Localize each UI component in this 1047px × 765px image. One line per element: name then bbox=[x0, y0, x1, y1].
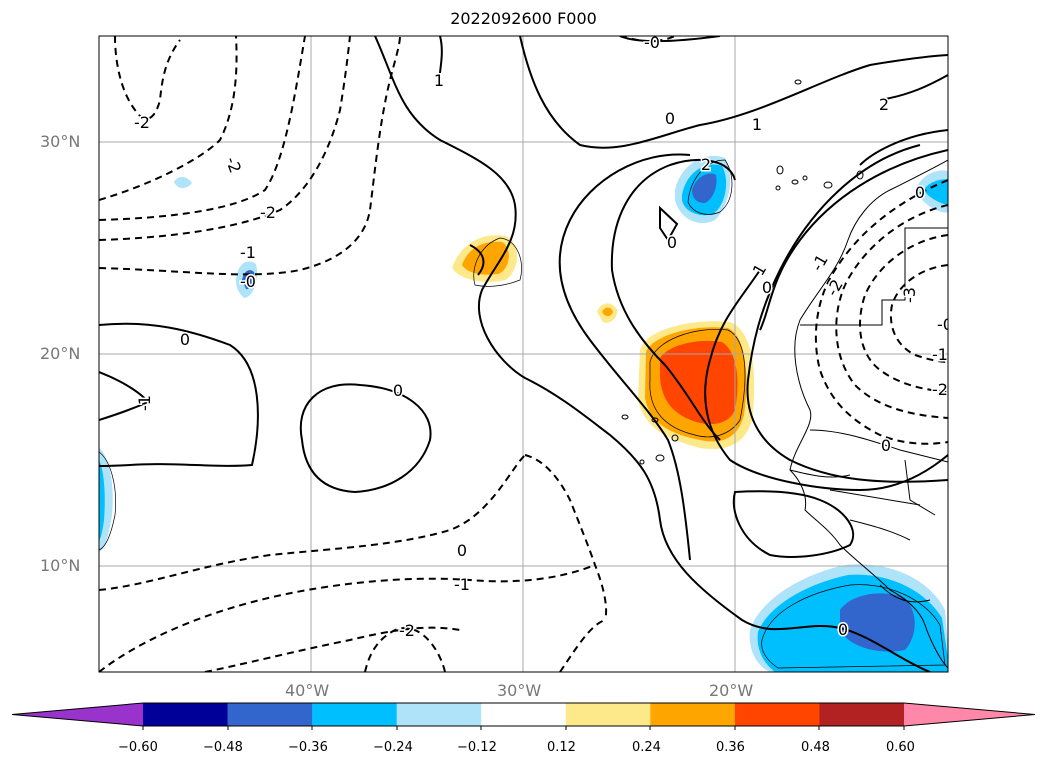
contour-label: -1 bbox=[240, 243, 256, 262]
lat-label-10n: 10°N bbox=[40, 556, 81, 575]
contour-label: -1 bbox=[932, 345, 948, 364]
colorbar-segment bbox=[396, 703, 482, 726]
colorbar-tick-label: −0.60 bbox=[118, 740, 158, 755]
colorbar-segment bbox=[734, 703, 820, 726]
contour-label: 0 bbox=[881, 436, 891, 455]
lat-label-20n: 20°N bbox=[40, 344, 81, 363]
colorbar-tick-label: −0.48 bbox=[203, 740, 243, 755]
contour-label: -0 bbox=[240, 272, 256, 291]
colorbar-tick-label: −0.24 bbox=[373, 740, 413, 755]
positive-contours bbox=[99, 36, 948, 672]
colorbar-tick-label: 0.12 bbox=[547, 740, 576, 755]
contour-label: 0 bbox=[838, 620, 848, 639]
contour-label: -2 bbox=[399, 621, 415, 640]
colorbar-tick-label: 0.24 bbox=[632, 740, 661, 755]
colorbar-segment bbox=[565, 703, 651, 726]
lon-label-40w: 40°W bbox=[285, 681, 330, 700]
contour-label: -0 bbox=[644, 33, 660, 52]
colorbar-tick-label: 0.60 bbox=[886, 740, 915, 755]
contour-label: 0 bbox=[180, 330, 190, 349]
colorbar-segment bbox=[312, 703, 398, 726]
anomaly-outlines bbox=[99, 159, 946, 669]
colorbar-segment bbox=[143, 703, 229, 726]
colorbar-extend-min bbox=[12, 703, 143, 726]
contour-label: -1 bbox=[135, 395, 154, 411]
contour-label: 1 bbox=[434, 71, 444, 90]
colorbar-segment bbox=[650, 703, 736, 726]
colorbar-tick-label: −0.36 bbox=[288, 740, 328, 755]
contour-label: -2 bbox=[932, 380, 948, 399]
shading-layer bbox=[99, 155, 948, 672]
contour-label: 0 bbox=[915, 183, 925, 202]
contour-label: 1 bbox=[752, 115, 762, 134]
contour-label: -2 bbox=[260, 203, 276, 222]
lat-label-30n: 30°N bbox=[40, 132, 81, 151]
contour-label: 0 bbox=[393, 381, 403, 400]
negative-contours bbox=[99, 36, 948, 672]
map-frame bbox=[98, 35, 949, 673]
contour-label: -2 bbox=[134, 113, 150, 132]
islands bbox=[621, 79, 864, 465]
contour-label: 2 bbox=[701, 155, 711, 174]
colorbar-segment bbox=[227, 703, 313, 726]
contour-labels: -2 -2 -2 -1 -1 -0 0 0 0 0 -0 0 0 1 1 1 -… bbox=[133, 33, 953, 642]
lon-label-30w: 30°W bbox=[497, 681, 542, 700]
contour-label: 0 bbox=[762, 278, 772, 297]
map-title: 2022092600 F000 bbox=[450, 9, 597, 28]
colorbar bbox=[11, 702, 1036, 730]
colorbar-segment bbox=[481, 703, 567, 726]
contour-label: 0 bbox=[665, 109, 675, 128]
contour-label: 0 bbox=[667, 233, 677, 252]
contour-label: 0 bbox=[457, 541, 467, 560]
coastline bbox=[789, 159, 948, 669]
contour-label: 2 bbox=[879, 95, 889, 114]
lon-label-20w: 20°W bbox=[709, 681, 754, 700]
colorbar-extend-max bbox=[904, 703, 1035, 726]
colorbar-tick-label: −0.12 bbox=[457, 740, 497, 755]
contour-label: -1 bbox=[454, 575, 470, 594]
colorbar-tick-label: 0.36 bbox=[716, 740, 745, 755]
contour-label: -0 bbox=[937, 315, 953, 334]
colorbar-segment bbox=[819, 703, 905, 726]
colorbar-tick-label: 0.48 bbox=[801, 740, 830, 755]
contour-label: -3 bbox=[900, 287, 919, 303]
